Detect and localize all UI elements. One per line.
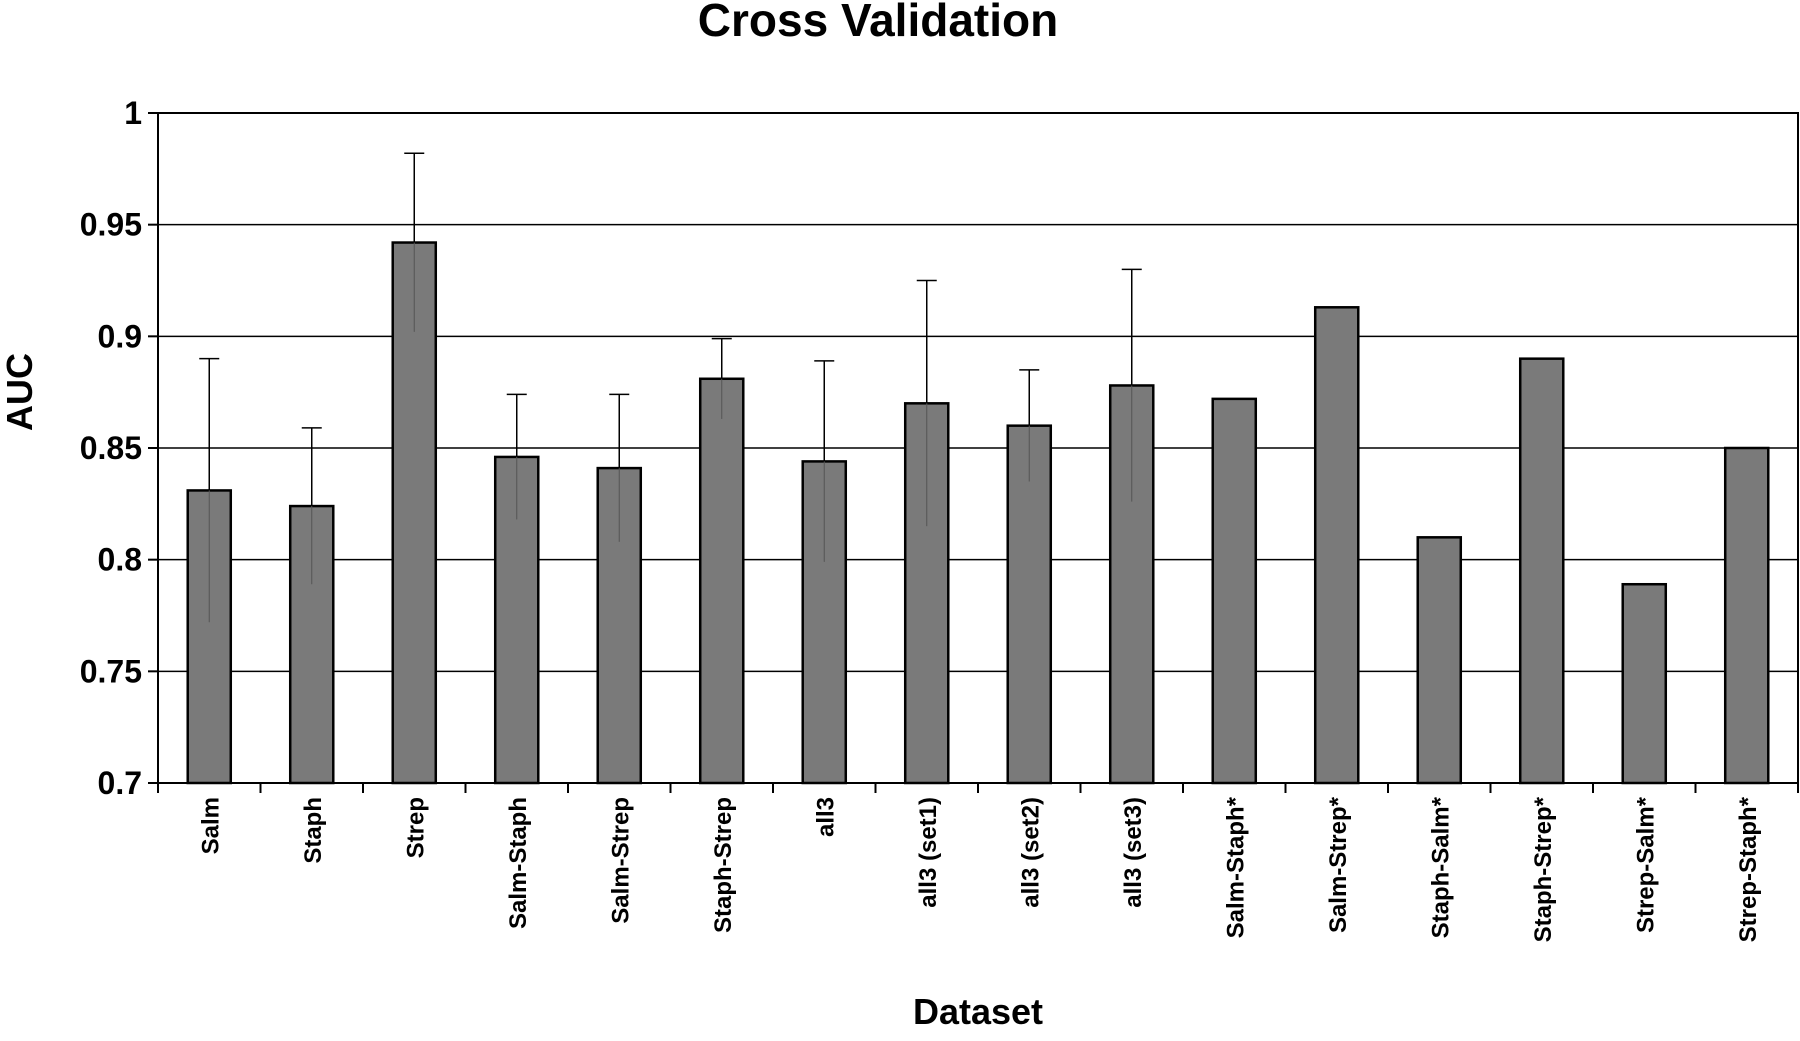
x-tick-label: Salm-Strep bbox=[607, 797, 634, 924]
x-tick-label: Strep bbox=[402, 797, 429, 858]
x-tick-label: all3 (set1) bbox=[915, 797, 942, 908]
bar bbox=[1416, 536, 1463, 785]
y-tick-label: 0.8 bbox=[98, 542, 142, 578]
y-axis-ticks: 0.7 0.75 0.8 0.85 0.9 0.95 1 bbox=[80, 95, 158, 801]
bar bbox=[1313, 306, 1360, 785]
x-axis-ticks: Salm Staph Strep Salm-Staph Salm-Strep Staph-… bbox=[157, 783, 1799, 942]
y-axis-title: AUC bbox=[0, 353, 40, 431]
bar bbox=[1518, 357, 1565, 785]
bars bbox=[186, 241, 1770, 785]
y-tick-label: 0.9 bbox=[98, 318, 142, 354]
chart-title: Cross Validation bbox=[698, 0, 1058, 46]
x-tick-label: all3 (set2) bbox=[1017, 797, 1044, 908]
y-tick-label: 0.85 bbox=[80, 430, 142, 466]
x-tick-label: Staph-Strep bbox=[710, 797, 737, 933]
x-tick-label: all3 (set3) bbox=[1120, 797, 1147, 908]
bar bbox=[903, 402, 950, 785]
bar bbox=[391, 241, 438, 785]
y-tick-label: 0.75 bbox=[80, 653, 142, 689]
bar bbox=[1723, 446, 1770, 785]
bar bbox=[1211, 397, 1258, 785]
bar bbox=[1621, 582, 1668, 785]
x-tick-label: Staph-Salm* bbox=[1427, 796, 1454, 938]
x-tick-label: Strep-Salm* bbox=[1632, 796, 1659, 933]
bar bbox=[1006, 424, 1053, 785]
y-tick-label: 0.7 bbox=[98, 765, 142, 801]
x-tick-label: Staph bbox=[300, 797, 327, 864]
x-tick-label: Staph-Strep* bbox=[1530, 796, 1557, 942]
x-tick-label: Salm bbox=[197, 797, 224, 854]
x-tick-label: Salm-Strep* bbox=[1325, 796, 1352, 933]
y-tick-label: 1 bbox=[124, 95, 142, 131]
x-axis-title: Dataset bbox=[913, 991, 1043, 1032]
x-tick-label: Strep-Staph* bbox=[1735, 796, 1762, 942]
x-tick-label: Salm-Staph* bbox=[1222, 796, 1249, 938]
error-bars bbox=[199, 152, 1142, 623]
x-tick-label: Salm-Staph bbox=[505, 797, 532, 929]
y-tick-label: 0.95 bbox=[80, 207, 142, 243]
bar bbox=[698, 377, 745, 785]
x-tick-label: all3 bbox=[812, 797, 839, 837]
